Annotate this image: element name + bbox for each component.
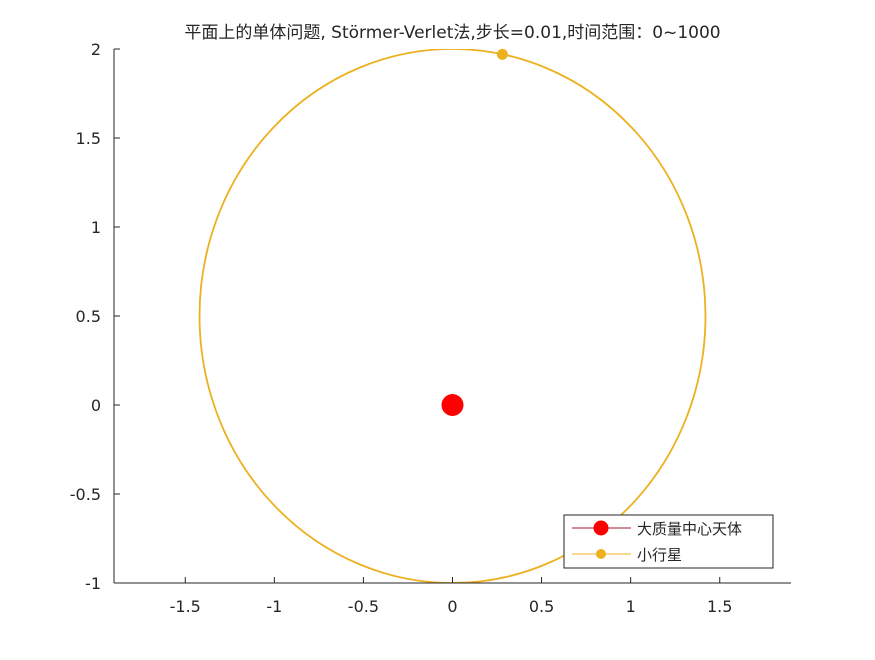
y-tick-label: 1.5 [76,129,101,148]
y-tick-label: 0 [91,396,101,415]
orbit-group [198,49,707,583]
legend-label: 大质量中心天体 [637,520,742,538]
y-tick-label: 1 [91,218,101,237]
x-tick-label: 0.5 [529,597,554,616]
y-tick-label: 0.5 [76,307,101,326]
x-tick-label: 0 [447,597,457,616]
x-tick-label: 1.5 [707,597,732,616]
x-tick-label: -0.5 [348,597,379,616]
orbit-path [198,49,707,583]
x-tick-label: -1 [266,597,282,616]
asteroid-marker [496,48,508,60]
plot-area [198,48,707,583]
y-tick-label: 2 [91,40,101,59]
legend-label: 小行星 [637,546,682,564]
central-body-marker [441,394,464,416]
legend-entry-asteroid: 小行星 [572,546,682,564]
x-tick-label: 1 [626,597,636,616]
x-tick-label: -1.5 [170,597,201,616]
legend-marker-sample [596,549,606,559]
legend-entry-central-body: 大质量中心天体 [572,520,742,538]
y-tick-label: -0.5 [70,485,101,504]
axes: -1.5 -1 -0.5 0 0.5 1 1.5 -1 -0.5 0 0.5 1 1.5 2 [70,40,791,616]
y-tick-label: -1 [85,574,101,593]
chart-title: 平面上的单体问题, Störmer-Verlet法,步长=0.01,时间范围：0… [184,23,720,43]
legend-marker-sample [593,520,609,536]
